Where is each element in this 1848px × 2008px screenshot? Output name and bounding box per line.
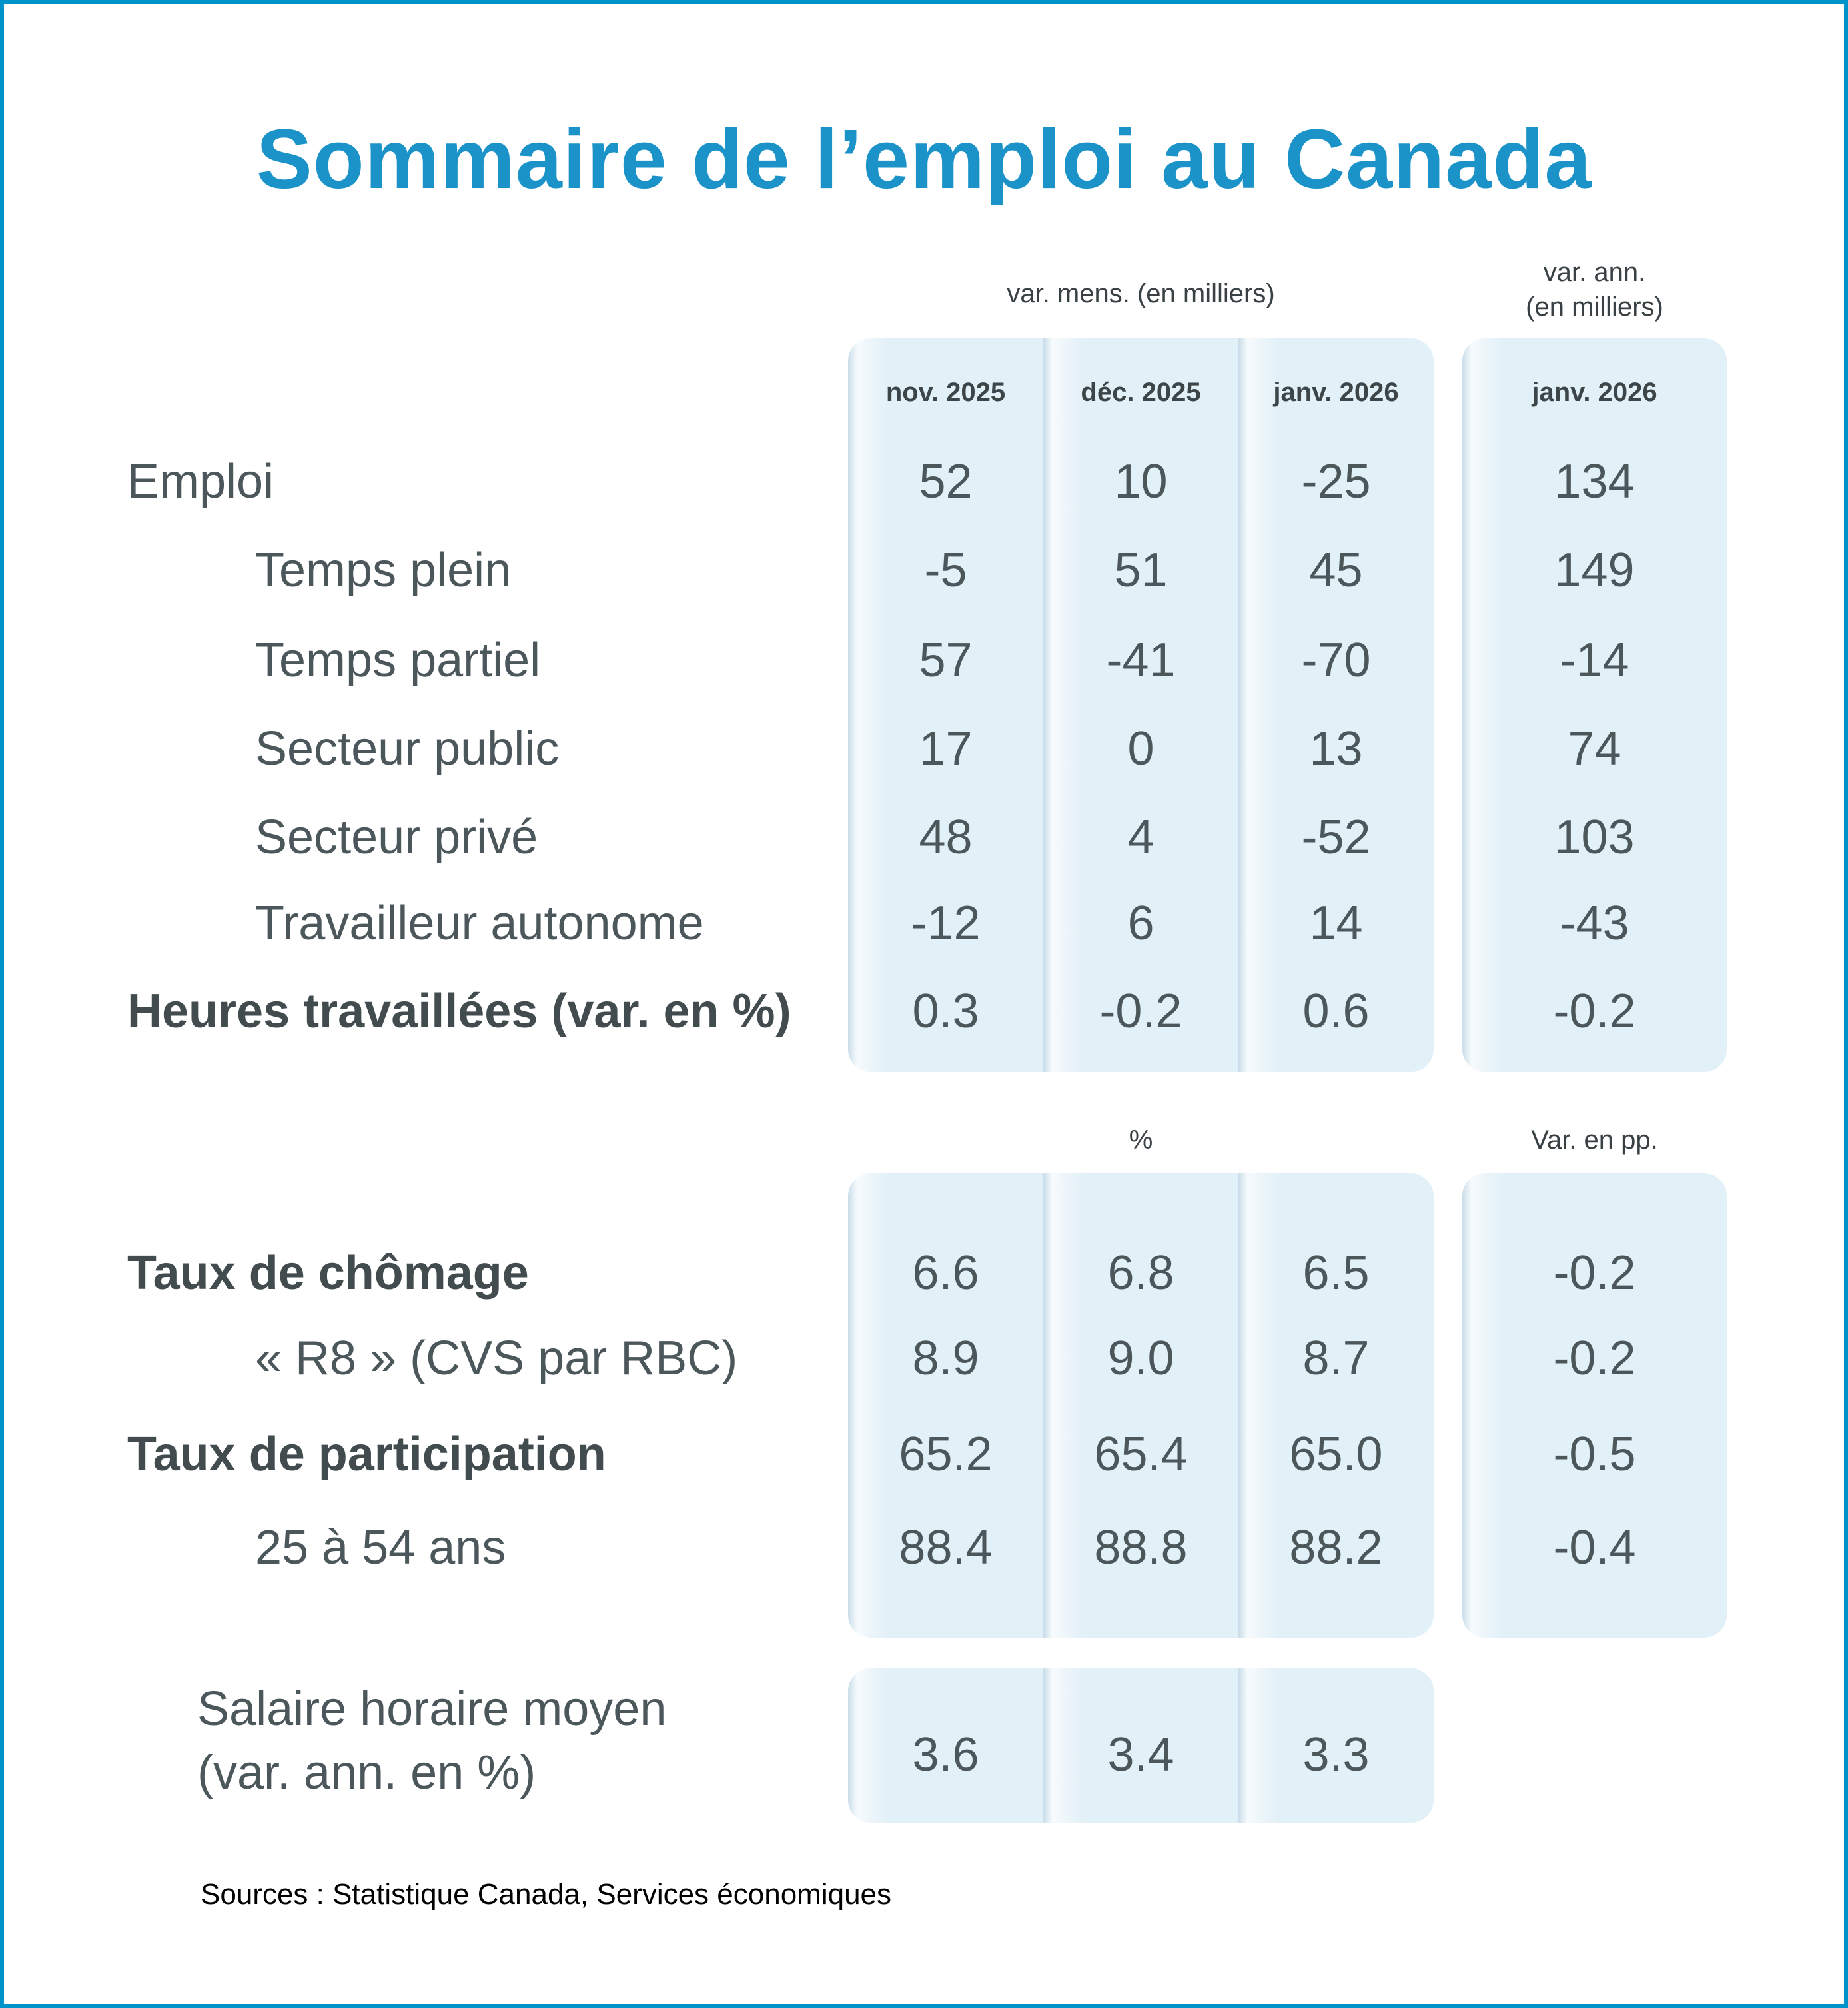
- band-section3-monthly: [848, 1668, 1434, 1823]
- band-section2-monthly: [848, 1173, 1434, 1638]
- band-column: [1238, 338, 1434, 1072]
- cell-value: 17: [919, 722, 973, 775]
- row-label-salaire-line2: (var. ann. en %): [197, 1746, 536, 1799]
- cell-value: 9.0: [1107, 1332, 1174, 1385]
- cell-value: 134: [1554, 455, 1635, 508]
- row-label: Heures travaillées (var. en %): [127, 985, 791, 1038]
- cell-value: 3.3: [1302, 1728, 1370, 1781]
- cell-value: 65.0: [1289, 1428, 1383, 1481]
- cell-value: 3.4: [1107, 1728, 1174, 1781]
- column-header-nov-2025: nov. 2025: [885, 378, 1006, 407]
- row-label: Taux de participation: [127, 1428, 606, 1481]
- cell-value: 6.5: [1302, 1247, 1370, 1300]
- source-note: Sources : Statistique Canada, Services é…: [201, 1878, 892, 1911]
- cell-value: 88.2: [1289, 1521, 1383, 1574]
- cell-value: 10: [1114, 455, 1168, 508]
- band-section2-annual: [1462, 1173, 1727, 1638]
- cell-value: 103: [1554, 811, 1635, 864]
- band-section1-monthly: [848, 338, 1434, 1072]
- row-label: Temps partiel: [255, 634, 541, 687]
- column-header-annual-janv-2026: janv. 2026: [1532, 378, 1657, 407]
- band-column: [1238, 1668, 1434, 1823]
- row-label: Temps plein: [255, 544, 512, 597]
- band-column: [1462, 338, 1727, 1072]
- cell-value: 0: [1127, 722, 1155, 775]
- cell-value: 6.6: [912, 1247, 979, 1300]
- cell-value: 6: [1127, 897, 1155, 950]
- group-header-monthly: var. mens. (en milliers): [1007, 279, 1275, 308]
- cell-value: 6.8: [1107, 1247, 1174, 1300]
- cell-value: -43: [1560, 897, 1629, 950]
- cell-value: 0.6: [1302, 985, 1370, 1038]
- row-label: Travailleur autonome: [255, 897, 704, 950]
- row-label: « R8 » (CVS par RBC): [255, 1332, 738, 1385]
- cell-value: -41: [1106, 634, 1176, 687]
- cell-value: 45: [1309, 544, 1363, 597]
- band-column: [1238, 1173, 1434, 1638]
- section2-unit-header-pp: Var. en pp.: [1531, 1125, 1658, 1155]
- cell-value: 3.6: [912, 1728, 979, 1781]
- band-section1-annual: [1462, 338, 1727, 1072]
- band-column: [1043, 338, 1238, 1072]
- cell-value: -0.2: [1099, 985, 1182, 1038]
- cell-value: -70: [1301, 634, 1371, 687]
- cell-value: 74: [1568, 722, 1621, 775]
- band-column: [848, 1173, 1043, 1638]
- cell-value: 48: [919, 811, 973, 864]
- cell-value: -0.5: [1553, 1428, 1636, 1481]
- band-column: [848, 338, 1043, 1072]
- cell-value: 52: [919, 455, 973, 508]
- column-header-janv-2026: janv. 2026: [1273, 378, 1399, 407]
- column-header-dec-2025: déc. 2025: [1081, 378, 1201, 407]
- cell-value: 4: [1127, 811, 1155, 864]
- cell-value: -0.2: [1553, 1247, 1636, 1300]
- row-label-salaire-line1: Salaire horaire moyen: [197, 1682, 667, 1736]
- band-column: [1462, 1173, 1727, 1638]
- group-header-annual: var. ann. (en milliers): [1462, 255, 1727, 324]
- cell-value: -0.2: [1553, 1332, 1636, 1385]
- cell-value: 8.9: [912, 1332, 979, 1385]
- cell-value: -25: [1301, 455, 1371, 508]
- cell-value: 88.8: [1094, 1521, 1188, 1574]
- cell-value: 65.4: [1094, 1428, 1188, 1481]
- cell-value: -0.4: [1553, 1521, 1636, 1574]
- group-header-annual-line1: var. ann.: [1543, 258, 1646, 287]
- band-column: [1043, 1668, 1238, 1823]
- row-label: Emploi: [127, 455, 274, 508]
- band-column: [848, 1668, 1043, 1823]
- cell-value: 51: [1114, 544, 1168, 597]
- row-label: Secteur privé: [255, 811, 538, 864]
- band-column: [1043, 1173, 1238, 1638]
- cell-value: 149: [1554, 544, 1635, 597]
- cell-value: 65.2: [899, 1428, 993, 1481]
- cell-value: -12: [911, 897, 981, 950]
- section2-unit-header-percent: %: [1129, 1125, 1153, 1155]
- page-title: Sommaire de l’emploi au Canada: [256, 112, 1592, 206]
- cell-value: -14: [1560, 634, 1629, 687]
- cell-value: 0.3: [912, 985, 979, 1038]
- cell-value: -5: [924, 544, 967, 597]
- cell-value: 8.7: [1302, 1332, 1370, 1385]
- cell-value: -52: [1301, 811, 1371, 864]
- row-label-salaire: Salaire horaire moyen (var. ann. en %): [197, 1677, 666, 1805]
- row-label: Secteur public: [255, 722, 560, 775]
- row-label: Taux de chômage: [127, 1247, 529, 1300]
- cell-value: 14: [1309, 897, 1363, 950]
- row-label: 25 à 54 ans: [255, 1521, 506, 1574]
- cell-value: -0.2: [1553, 985, 1636, 1038]
- cell-value: 57: [919, 634, 973, 687]
- cell-value: 13: [1309, 722, 1363, 775]
- cell-value: 88.4: [899, 1521, 993, 1574]
- group-header-annual-line2: (en milliers): [1526, 292, 1663, 322]
